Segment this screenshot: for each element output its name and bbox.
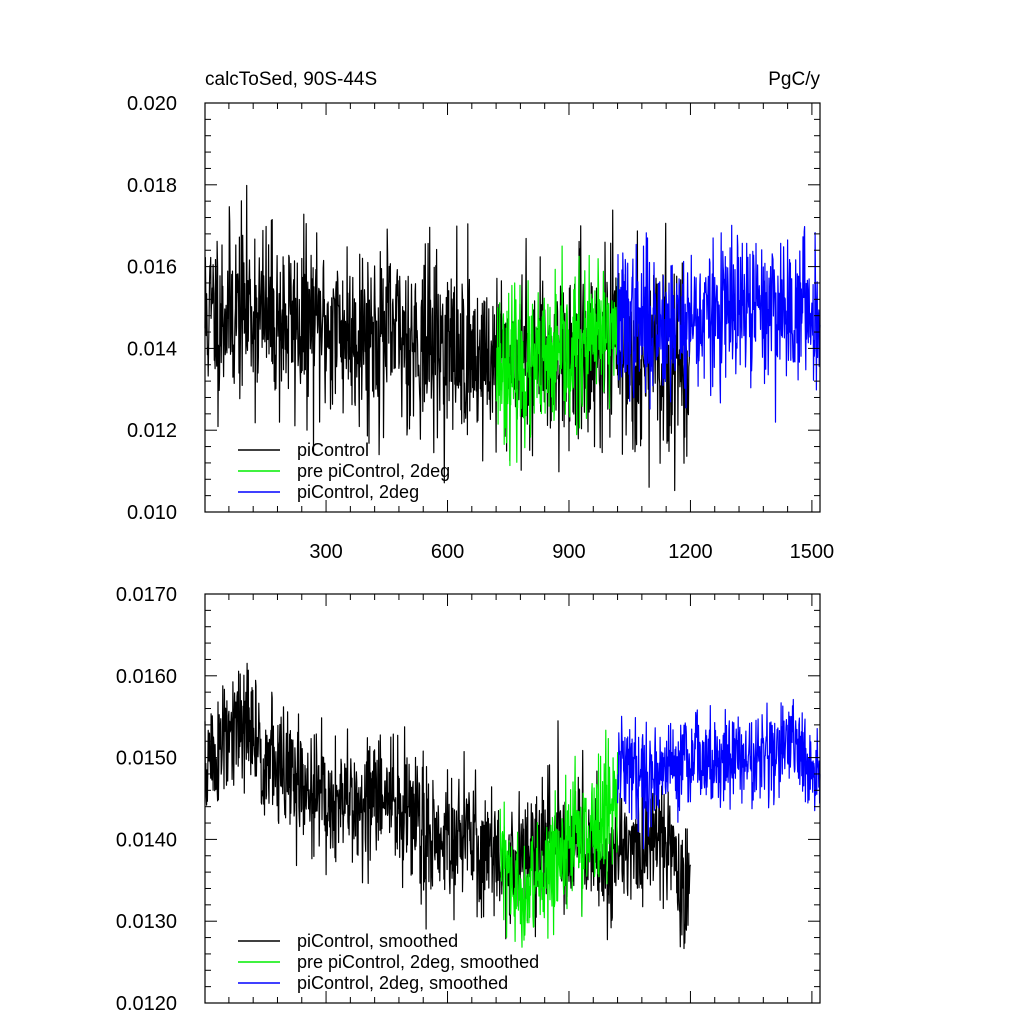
x-tick-label: 1500 — [790, 541, 835, 563]
plot-frame — [204, 593, 821, 1004]
legend-label: pre piControl, 2deg — [297, 461, 450, 481]
y-tick-label: 0.018 — [127, 175, 177, 197]
y-tick-label: 0.0160 — [116, 666, 177, 688]
y-tick-label: 0.012 — [127, 420, 177, 442]
y-tick-label: 0.0130 — [116, 911, 177, 933]
series-line-3 — [616, 224, 821, 423]
y-tick-label: 0.0170 — [116, 584, 177, 606]
legend-label: piControl, 2deg — [297, 482, 419, 502]
units-label: PgC/y — [768, 69, 820, 90]
legend-label: pre piControl, 2deg, smoothed — [297, 952, 539, 972]
x-tick-label: 300 — [309, 541, 342, 563]
legend-label: piControl, smoothed — [297, 931, 458, 951]
y-tick-label: 0.0140 — [116, 829, 177, 851]
legend-label: piControl, 2deg, smoothed — [297, 973, 508, 993]
bottom-chart-panel: 0.0120 0.0130 0.0140 0.0150 0.0160 0.0170 piCo… — [116, 584, 821, 1015]
y-tick-label: 0.014 — [127, 338, 177, 360]
y-tick-label: 0.016 — [127, 257, 177, 279]
top-chart-panel: 0.010 0.012 0.014 0.016 0.018 0.020 300 600 900 1… — [127, 69, 834, 563]
y-tick-label: 0.010 — [127, 502, 177, 524]
x-tick-label: 1200 — [668, 541, 713, 563]
y-tick-label: 0.0120 — [116, 993, 177, 1015]
x-tick-label: 600 — [431, 541, 464, 563]
series-line-2 — [499, 729, 619, 948]
x-tick-label: 900 — [552, 541, 585, 563]
series-line-1 — [204, 662, 691, 950]
legend-label: piControl — [297, 440, 369, 460]
series-line-3 — [617, 698, 821, 850]
y-tick-label: 0.020 — [127, 93, 177, 115]
plot-frame — [204, 102, 821, 513]
chart-title: calcToSed, 90S-44S — [205, 69, 377, 90]
series-line-2 — [495, 245, 619, 467]
y-tick-label: 0.0150 — [116, 748, 177, 770]
